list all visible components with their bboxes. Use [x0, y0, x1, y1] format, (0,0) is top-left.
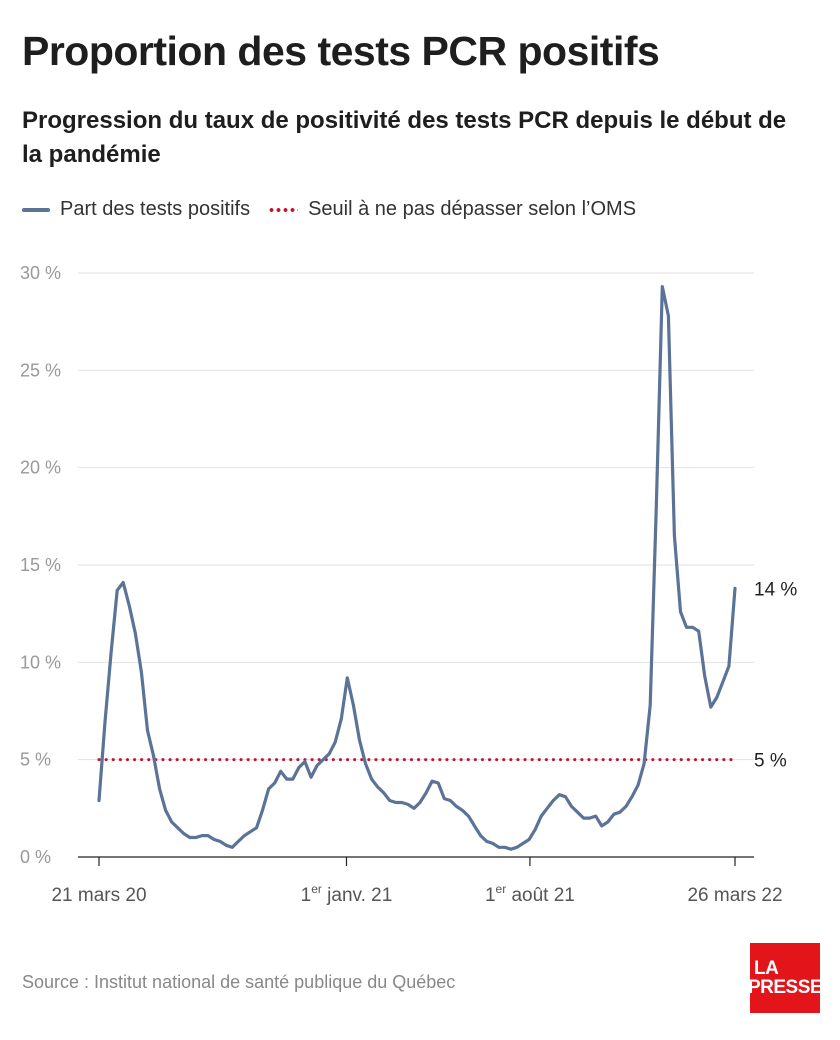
x-axis: 21 mars 20 1er janv. 21 1er août 21 26 mars…	[51, 856, 783, 906]
end-value-label: 14 %	[754, 579, 797, 600]
y-tick-label-25: 25 %	[20, 360, 61, 380]
y-axis-ticks: 0 % 5 % 10 % 15 % 20 % 25 % 30 %	[20, 263, 61, 867]
legend-threshold-label: Seuil à ne pas dépasser selon l’OMS	[308, 198, 637, 220]
y-tick-label-30: 30 %	[20, 263, 61, 283]
y-tick-label-20: 20 %	[20, 458, 61, 478]
threshold-value-label: 5 %	[754, 751, 787, 772]
line-chart: 0 % 5 % 10 % 15 % 20 % 25 % 30 % 21 mars 20 1er…	[20, 263, 797, 906]
legend-item-series: Part des tests positifs	[22, 198, 250, 221]
legend-swatch-dots	[268, 207, 299, 212]
logo-line-1: LA	[754, 958, 779, 979]
y-tick-label-10: 10 %	[20, 652, 61, 672]
legend: Part des tests positifs Seuil à ne pas d…	[22, 198, 654, 221]
chart-title: Proportion des tests PCR positifs	[22, 28, 660, 74]
x-tick-label-1: 1er janv. 21	[301, 882, 393, 906]
y-tick-label-15: 15 %	[20, 555, 61, 575]
logo-line-2: PRESSE	[747, 977, 823, 998]
x-tick-label-0: 21 mars 20	[51, 885, 146, 906]
legend-swatch-line	[22, 207, 50, 212]
series-group	[97, 284, 737, 851]
series-line-0	[97, 284, 737, 851]
la-presse-logo: LA PRESSE	[747, 943, 823, 1013]
legend-series-label: Part des tests positifs	[60, 198, 251, 220]
end-labels: 14 % 5 %	[754, 579, 797, 771]
x-tick-label-2: 1er août 21	[485, 882, 575, 906]
chart-subtitle: Progression du taux de positivité des te…	[22, 107, 787, 168]
gridlines	[78, 272, 754, 761]
y-tick-label-0: 0 %	[20, 847, 51, 867]
legend-item-threshold: Seuil à ne pas dépasser selon l’OMS	[268, 198, 636, 221]
source-note: Source : Institut national de santé publ…	[22, 972, 456, 992]
y-tick-label-5: 5 %	[20, 750, 51, 770]
x-tick-label-3: 26 mars 22	[687, 885, 782, 906]
